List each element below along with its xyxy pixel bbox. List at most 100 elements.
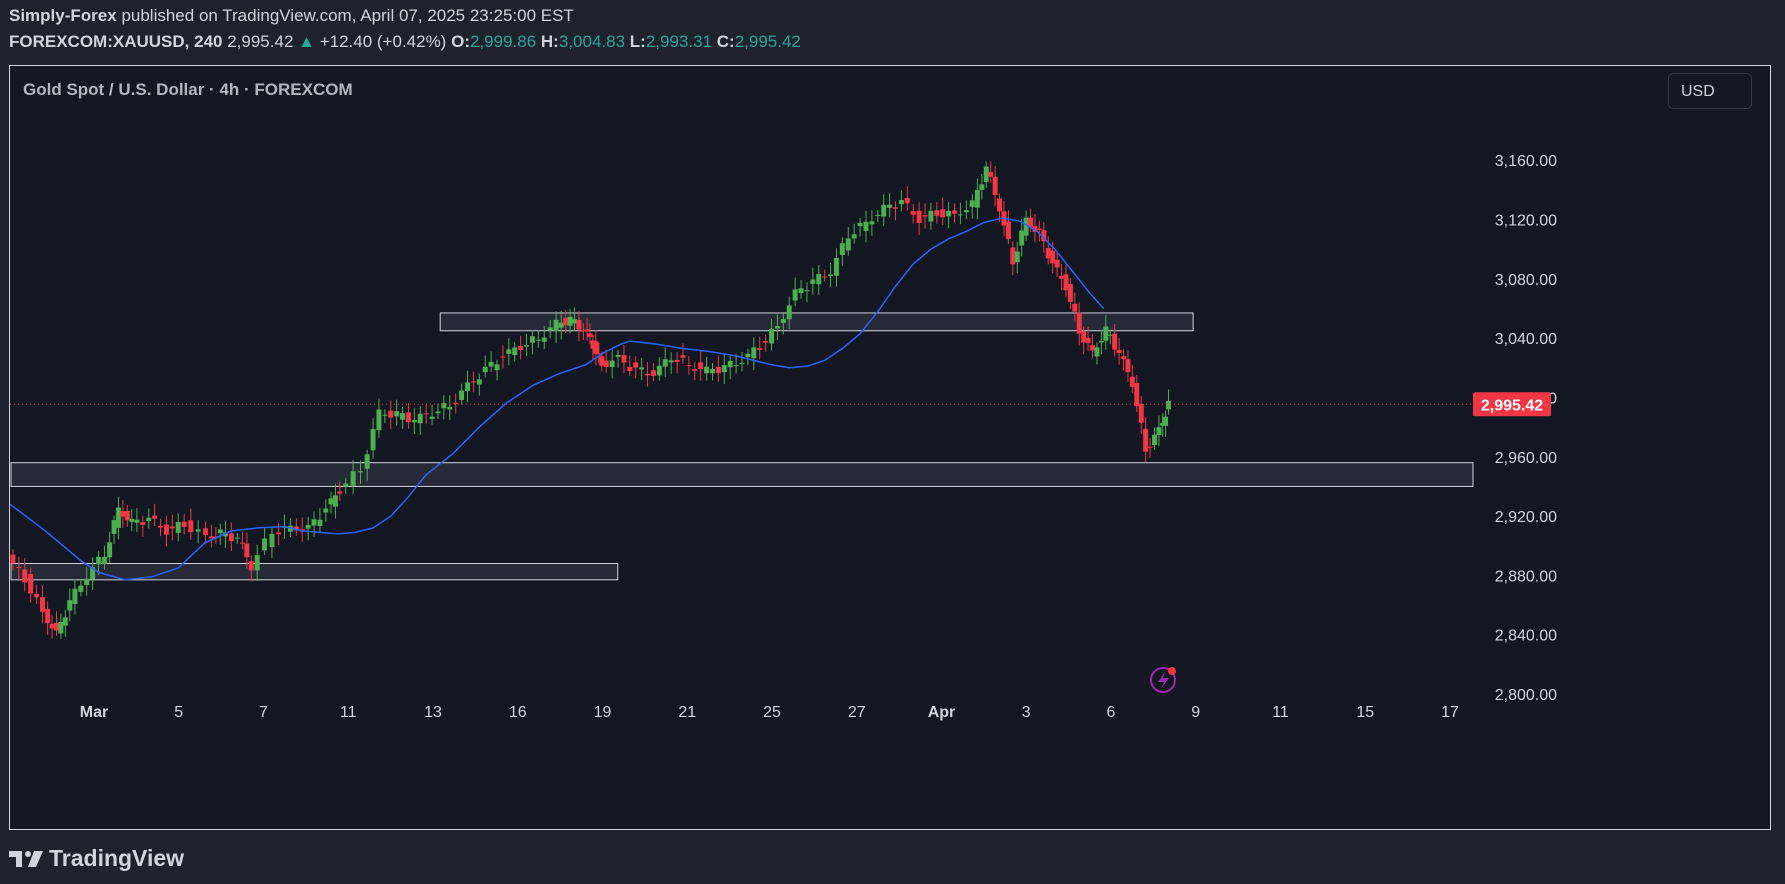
candle-up: [488, 361, 494, 367]
candle-up: [851, 234, 857, 239]
sr-zone-2: [439, 312, 1194, 332]
chart-pane[interactable]: 3,160.003,120.003,080.003,040.003,000.00…: [9, 65, 1771, 830]
current-price-label: 2,995.42: [1481, 397, 1543, 414]
candle-up: [370, 429, 376, 451]
candle-up: [328, 498, 334, 505]
candle-down: [1059, 275, 1065, 279]
candle-down: [988, 172, 994, 177]
candle-down: [28, 573, 34, 594]
candle-down: [22, 569, 28, 583]
footer-brand: TradingView: [49, 845, 185, 871]
candle-down: [692, 369, 698, 371]
x-tick-label: 15: [1356, 704, 1374, 721]
candle-down: [228, 533, 234, 542]
x-tick-label: 16: [509, 704, 527, 721]
candle-up: [441, 402, 447, 409]
x-tick-label: 13: [424, 704, 442, 721]
candle-up: [269, 533, 275, 548]
candle-down: [124, 510, 130, 521]
candle-down: [423, 413, 429, 415]
candle-down: [627, 366, 633, 371]
candle-down: [388, 410, 394, 418]
candle-up: [429, 416, 435, 419]
published-text: published on TradingView.com, April 07, …: [121, 6, 574, 25]
candle-up: [506, 349, 512, 354]
candle-up: [358, 471, 364, 473]
x-tick-label: 27: [848, 704, 866, 721]
candle-up: [547, 327, 553, 331]
candle-down: [952, 210, 958, 214]
symbol-line: FOREXCOM:XAUUSD, 240 2,995.42 ▲ +12.40 (…: [9, 32, 801, 52]
candle-down: [518, 345, 524, 351]
candle-up: [1014, 251, 1020, 263]
candle-down: [152, 515, 158, 519]
candle-down: [1138, 403, 1144, 423]
candle-up: [111, 520, 117, 534]
candle-up: [668, 360, 674, 363]
candle-up: [727, 360, 733, 368]
candle-up: [417, 413, 423, 424]
candle-up: [857, 222, 863, 227]
candle-up: [774, 326, 780, 329]
candle-up: [639, 367, 645, 370]
candle-up: [786, 305, 792, 320]
candle-down: [1054, 259, 1060, 268]
candle-down: [715, 366, 721, 374]
candle-up: [146, 517, 152, 522]
candle-down: [1147, 446, 1153, 448]
price-change: +12.40 (+0.42%): [319, 32, 447, 51]
candle-down: [587, 333, 593, 338]
candle-down: [1036, 228, 1042, 230]
candle-down: [239, 542, 245, 544]
high-label: H:: [540, 32, 559, 51]
candle-up: [222, 532, 228, 537]
y-tick-label: 3,120.00: [1495, 213, 1557, 230]
x-tick-label: 25: [763, 704, 781, 721]
candle-down: [603, 360, 609, 368]
candle-down: [822, 276, 828, 278]
candle-up: [572, 319, 578, 324]
candle-up: [217, 529, 223, 534]
price-chart[interactable]: 3,160.003,120.003,080.003,040.003,000.00…: [10, 66, 1770, 829]
candle-down: [181, 521, 187, 527]
candle-up: [311, 519, 317, 526]
candle-up: [963, 210, 969, 213]
candle-up: [798, 288, 804, 294]
candle-up: [957, 214, 963, 216]
candle-up: [979, 184, 985, 190]
candle-up: [129, 519, 135, 522]
candle-down: [992, 176, 998, 195]
candle-down: [1032, 225, 1038, 232]
candle-down: [645, 373, 651, 376]
candle-up: [769, 328, 775, 344]
currency-button[interactable]: USD: [1668, 73, 1752, 109]
publisher-name[interactable]: Simply-Forex: [9, 6, 117, 25]
candle-up: [482, 366, 488, 373]
candle-down: [596, 353, 602, 355]
x-tick-label: 9: [1191, 704, 1200, 721]
candle-down: [244, 543, 250, 558]
candle-up: [394, 411, 400, 417]
y-tick-label: 2,840.00: [1495, 628, 1557, 645]
x-tick-label: Apr: [928, 704, 956, 721]
x-tick-label: 11: [1272, 704, 1289, 721]
candle-up: [262, 538, 268, 551]
candle-up: [662, 359, 668, 367]
candle-down: [904, 197, 910, 204]
candle-up: [343, 483, 349, 487]
y-tick-label: 2,800.00: [1495, 687, 1557, 704]
candle-down: [922, 215, 928, 217]
candle-up: [447, 406, 453, 410]
candle-up: [476, 379, 482, 385]
candle-up: [1166, 400, 1172, 410]
candle-up: [733, 365, 739, 367]
candle-up: [553, 319, 559, 332]
tradingview-logo[interactable]: TradingView: [9, 845, 184, 872]
candle-down: [940, 209, 946, 218]
current-price-label-bg: [1473, 392, 1551, 417]
candle-up: [465, 382, 471, 392]
candle-down: [584, 329, 590, 332]
candle-down: [337, 491, 343, 494]
candle-up: [62, 617, 68, 626]
candle-up: [898, 200, 904, 205]
